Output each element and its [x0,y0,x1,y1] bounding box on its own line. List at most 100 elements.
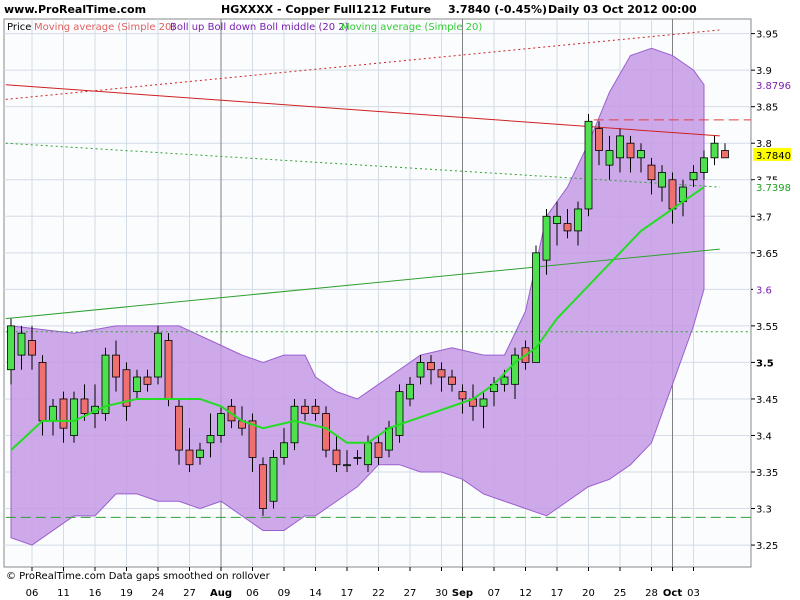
candle-body [133,376,141,393]
candle-body [269,456,278,502]
green-dotted-trendline [5,142,720,188]
legend-price: Price [7,22,31,33]
x-tick-label: 20 [582,588,595,599]
candle-body [280,442,288,458]
candle-body [500,376,509,385]
x-tick-label: 27 [183,588,196,599]
x-tick-label: 11 [57,588,70,599]
candle-body [427,362,435,371]
ma20-line [10,186,705,451]
y-tick-label: 3.7 [756,212,772,223]
x-tick-label: 14 [309,588,322,599]
candle-body [542,215,551,261]
candle-body [584,120,593,210]
candle-body [532,252,540,363]
candle-body [721,150,729,159]
candle-body [563,223,572,232]
period-label: Daily 03 Oct 2012 00:00 [548,3,697,16]
candle-body [206,435,215,444]
candle-body [59,398,68,429]
candle-body [290,405,299,444]
candle-body [658,172,666,188]
x-tick-label: 03 [687,588,700,599]
y-tick-label: 3.55 [756,322,778,333]
x-tick-label: 25 [614,588,627,599]
candle-body [196,449,204,458]
x-tick-label: Oct [663,588,682,599]
candle-body [448,376,456,385]
candle-body [437,369,446,378]
candle-body [17,332,26,356]
x-tick-label: 06 [246,588,259,599]
candle-body [668,179,677,210]
footer-note: © ProRealTime.com Data gaps smoothed on … [6,571,271,582]
x-tick-label: 28 [645,588,658,599]
candle-body [112,354,120,378]
candle-body [70,398,78,436]
candle-body [301,405,309,414]
bollinger-bands [10,47,705,546]
y-tick-label: 3.4 [756,431,772,442]
candle-body [374,442,383,458]
instrument-title: HGXXXX - Copper Full1212 Future [221,3,432,16]
green-trendline [5,248,720,320]
x-tick-label: Sep [452,588,473,599]
candle-body [259,464,267,509]
candle-body [700,157,708,173]
legend-ma-green: Moving average (Simple 20) [341,22,482,33]
x-tick-label: 30 [435,588,448,599]
x-tick-label: 07 [488,588,501,599]
candle-body [332,449,341,466]
candle-body [616,135,624,159]
chart-header: www.ProRealTime.com HGXXXX - Copper Full… [0,0,800,18]
candle-body [175,405,183,451]
candle-body [574,208,582,232]
candle-body [595,128,603,151]
candle-body [185,449,194,466]
candle-body [217,413,225,436]
candle-body [343,464,351,467]
legend-ma-red: Moving average (Simple 20) [34,22,175,33]
x-tick-label: 16 [89,588,102,599]
candle-body [154,332,162,378]
candle-body [710,142,719,159]
y-tick-label: 3.65 [756,249,778,260]
price-label: 3.8796 [756,81,791,92]
y-tick-label: 3.5 [756,358,774,369]
y-tick-label: 3.3 [756,505,772,516]
x-tick-label: 24 [152,588,165,599]
trend-lines [5,29,751,518]
bollinger-band-fill [10,47,705,546]
candle-body [406,383,414,400]
y-tick-label: 3.45 [756,395,778,406]
candle-body [122,369,131,407]
candle-body [353,456,362,459]
candle-body [311,405,320,414]
price-label-box [753,282,791,296]
price-label: 3.6 [756,285,772,296]
quote-value: 3.7840 (-0.45%) [448,3,548,16]
candle-body [416,362,425,378]
y-tick-label: 3.9 [756,66,772,77]
candle-body [164,340,173,400]
x-tick-label: 22 [372,588,385,599]
candle-body [80,398,89,414]
x-tick-label: Aug [210,588,232,599]
price-label: 3.7398 [756,183,791,194]
candle-body [248,420,257,458]
candle-body [322,413,330,451]
site-name: www.ProRealTime.com [4,3,147,16]
x-tick-label: 19 [120,588,133,599]
candle-body [395,391,404,436]
y-axis: 3.953.93.853.83.753.73.653.63.553.53.453… [751,30,791,552]
x-tick-label: 17 [341,588,354,599]
x-tick-label: 27 [404,588,417,599]
candle-body [385,427,393,451]
candle-body [364,442,372,466]
candle-body [49,405,57,422]
price-label: 3.7840 [756,151,791,162]
price-label-box [753,147,791,161]
y-tick-label: 3.35 [756,468,778,479]
candle-body [689,172,698,181]
